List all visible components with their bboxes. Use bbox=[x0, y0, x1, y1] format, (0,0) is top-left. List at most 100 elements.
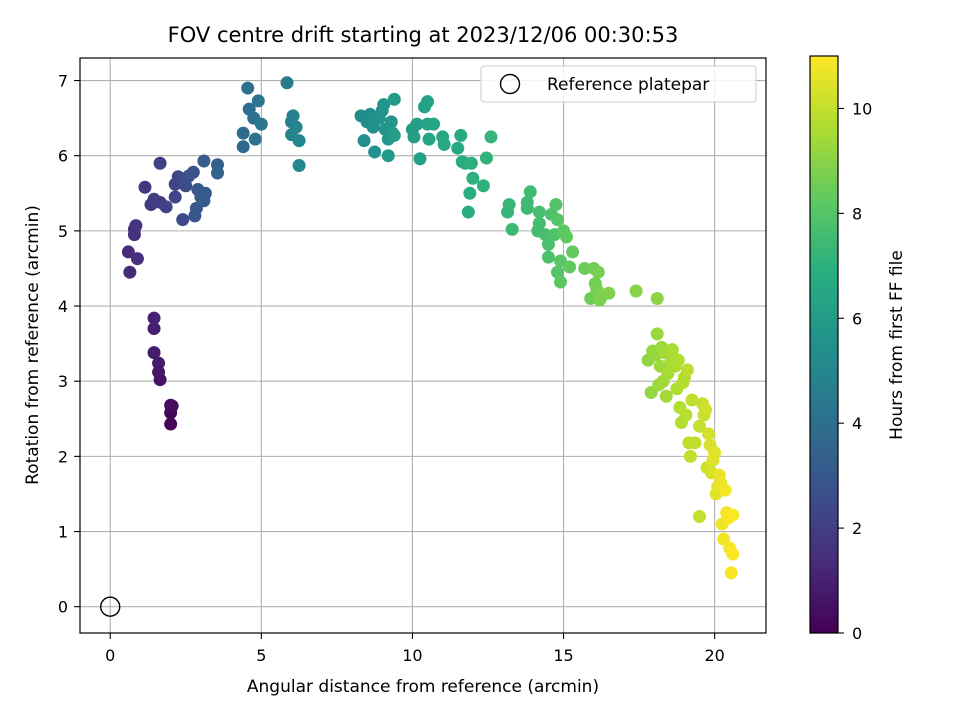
data-point bbox=[451, 141, 465, 155]
data-point bbox=[179, 179, 193, 193]
data-point bbox=[176, 213, 190, 227]
data-point bbox=[198, 186, 212, 200]
data-point bbox=[724, 566, 738, 580]
y-tick-label: 4 bbox=[58, 297, 68, 316]
x-axis-ticks: 0 5 10 15 20 bbox=[105, 633, 725, 665]
data-point bbox=[708, 446, 722, 460]
data-point bbox=[164, 417, 178, 431]
data-point bbox=[254, 117, 268, 131]
data-point bbox=[578, 261, 592, 275]
data-point bbox=[549, 198, 563, 212]
data-point bbox=[484, 130, 498, 144]
data-point bbox=[563, 260, 577, 274]
data-point bbox=[168, 190, 182, 204]
data-point bbox=[152, 365, 166, 379]
data-point bbox=[479, 151, 493, 165]
colorbar-tick-label: 0 bbox=[852, 624, 862, 643]
data-point bbox=[718, 483, 732, 497]
data-point bbox=[123, 265, 137, 279]
data-point bbox=[147, 322, 161, 336]
data-point bbox=[693, 419, 707, 433]
legend: Reference platepar bbox=[480, 65, 757, 103]
x-tick-label: 10 bbox=[402, 646, 422, 665]
colorbar-gradient bbox=[809, 55, 839, 634]
data-point bbox=[289, 120, 303, 134]
data-point bbox=[461, 205, 475, 219]
y-tick-label: 6 bbox=[58, 147, 68, 166]
data-point bbox=[381, 149, 395, 163]
y-tick-label: 2 bbox=[58, 447, 68, 466]
colorbar-tick-label: 10 bbox=[852, 99, 872, 118]
data-point bbox=[248, 132, 262, 146]
data-point bbox=[186, 165, 200, 179]
x-axis-label: Angular distance from reference (arcmin) bbox=[247, 677, 599, 697]
colorbar-label: Hours from first FF file bbox=[887, 250, 907, 440]
colorbar: 0 2 4 6 8 10 Hours from first FF file bbox=[809, 55, 907, 643]
data-point bbox=[159, 200, 173, 214]
data-point bbox=[665, 343, 679, 357]
data-point bbox=[286, 109, 300, 123]
data-point bbox=[292, 134, 306, 148]
colorbar-tick-label: 6 bbox=[852, 309, 862, 328]
colorbar-tick-label: 2 bbox=[852, 519, 862, 538]
data-point bbox=[629, 284, 643, 298]
data-point bbox=[384, 115, 398, 129]
data-point bbox=[650, 327, 664, 341]
reference-point bbox=[100, 596, 121, 617]
legend-box bbox=[480, 65, 757, 103]
data-point bbox=[679, 408, 693, 422]
legend-entry-reference: Reference platepar bbox=[547, 75, 709, 95]
data-point bbox=[138, 180, 152, 194]
data-point bbox=[532, 216, 546, 230]
data-point bbox=[523, 185, 537, 199]
data-point bbox=[702, 427, 716, 441]
data-point bbox=[152, 356, 166, 370]
data-point bbox=[602, 286, 616, 300]
data-point bbox=[211, 166, 225, 180]
data-point bbox=[236, 140, 250, 154]
data-point bbox=[464, 156, 478, 170]
data-point bbox=[502, 198, 516, 212]
data-point bbox=[463, 186, 477, 200]
data-point bbox=[683, 449, 697, 463]
data-point bbox=[685, 393, 699, 407]
y-axis-ticks: 0 1 2 3 4 5 6 7 bbox=[58, 72, 80, 617]
data-point bbox=[680, 363, 694, 377]
data-point bbox=[130, 252, 144, 266]
data-point bbox=[505, 222, 519, 236]
data-point bbox=[538, 228, 552, 242]
data-point bbox=[532, 205, 546, 219]
data-point bbox=[251, 94, 265, 108]
legend-marker-icon bbox=[499, 73, 521, 95]
data-point bbox=[197, 154, 211, 168]
y-tick-label: 0 bbox=[58, 598, 68, 617]
data-point bbox=[147, 311, 161, 325]
data-point bbox=[659, 389, 673, 403]
x-tick-label: 5 bbox=[256, 646, 266, 665]
data-point bbox=[129, 219, 143, 233]
data-point bbox=[241, 81, 255, 95]
data-point bbox=[427, 117, 441, 131]
data-point bbox=[387, 128, 401, 142]
data-point bbox=[699, 403, 713, 417]
colorbar-tick-label: 8 bbox=[852, 204, 862, 223]
data-point bbox=[650, 292, 664, 306]
data-point bbox=[726, 547, 740, 561]
x-tick-label: 20 bbox=[704, 646, 724, 665]
x-tick-label: 0 bbox=[105, 646, 115, 665]
plot-frame bbox=[79, 57, 767, 634]
data-point bbox=[693, 509, 707, 523]
chart-title: FOV centre drift starting at 2023/12/06 … bbox=[168, 23, 679, 47]
reference-marker bbox=[100, 596, 121, 617]
data-point bbox=[422, 132, 436, 146]
data-point bbox=[236, 126, 250, 140]
data-point bbox=[688, 436, 702, 450]
y-tick-label: 3 bbox=[58, 372, 68, 391]
data-point bbox=[165, 399, 179, 413]
colorbar-ticks: 0 2 4 6 8 10 bbox=[838, 99, 872, 643]
y-tick-label: 7 bbox=[58, 72, 68, 91]
data-point bbox=[550, 265, 564, 279]
data-point bbox=[671, 353, 685, 367]
data-point bbox=[476, 179, 490, 193]
